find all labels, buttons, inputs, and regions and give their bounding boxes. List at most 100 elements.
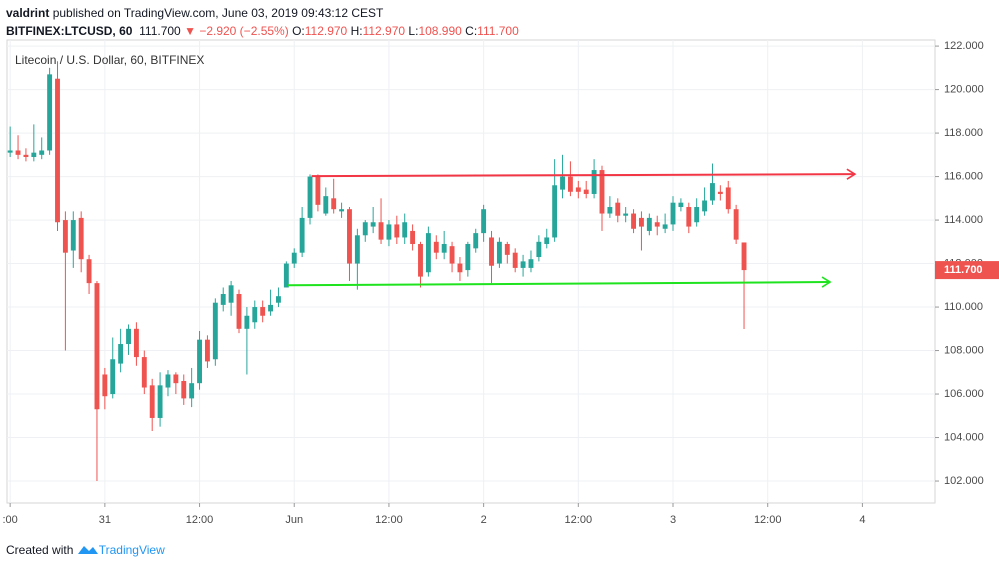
arrow: ▼ <box>184 24 196 38</box>
ohlc-key: L: <box>408 24 419 38</box>
candle-body <box>23 154 29 158</box>
candle-body <box>654 222 660 227</box>
x-tick-label: 12:00 <box>186 514 214 526</box>
ohlc-value: 108.990 <box>418 24 462 38</box>
candle-body <box>433 241 439 253</box>
x-tick-label: 12:00 <box>565 514 593 526</box>
author: valdrint <box>6 6 50 20</box>
candle-body <box>173 374 179 384</box>
candle-body <box>110 359 116 395</box>
candle-body <box>362 222 368 236</box>
candle-body <box>512 252 518 268</box>
y-tick-label: 114.000 <box>944 214 983 226</box>
candle-body <box>418 243 423 277</box>
candle-body <box>639 217 644 227</box>
symbol: BITFINEX:LTCUSD, 60 <box>6 24 133 38</box>
candle-body <box>425 233 431 273</box>
candle-body <box>528 259 534 268</box>
ohlc-key: H: <box>350 24 363 38</box>
brand: TradingView <box>98 543 165 557</box>
x-tick-label: 2 <box>481 514 487 526</box>
candle-body <box>236 294 242 329</box>
ohlc-value: 112.970 <box>362 24 406 38</box>
y-tick-label: 110.000 <box>944 301 983 313</box>
ohlc-key: O: <box>292 24 305 38</box>
candle-body <box>599 170 605 214</box>
candle-body <box>157 385 163 418</box>
y-tick-label: 108.000 <box>944 344 984 356</box>
candle-body <box>583 189 589 194</box>
candle-body <box>733 209 739 240</box>
logo <box>77 546 98 554</box>
candle-body <box>62 220 68 253</box>
candle-body <box>165 374 171 388</box>
candle-body <box>331 198 337 210</box>
candle-body <box>189 383 195 399</box>
created: Created with <box>6 543 74 557</box>
candle-body <box>544 237 550 244</box>
candle-body <box>15 150 21 155</box>
x-tick-label: Jun <box>285 514 303 526</box>
candle-body <box>520 261 526 268</box>
candle-body <box>354 235 360 264</box>
x-tick-label: 4 <box>859 514 865 526</box>
candle-body <box>126 328 131 345</box>
candle-body <box>394 224 400 238</box>
candle-body <box>686 207 692 227</box>
candle-body <box>212 302 218 360</box>
candle-body <box>678 202 684 208</box>
change: −2.920 (−2.55%) <box>199 24 289 38</box>
candle-body <box>276 296 281 303</box>
candle-body <box>725 187 731 210</box>
candle-body <box>560 176 565 190</box>
candle-body <box>323 196 329 214</box>
candle-body <box>465 243 471 271</box>
candle-body <box>31 152 37 158</box>
y-tick-label: 118.000 <box>944 127 983 139</box>
candle-body <box>481 209 487 234</box>
candle-body <box>118 344 124 364</box>
candle-body <box>307 176 313 218</box>
candle-body <box>55 78 60 223</box>
candle-body <box>623 213 629 216</box>
candle-body <box>702 200 708 212</box>
candle-body <box>39 150 45 155</box>
candle-body <box>504 243 510 255</box>
y-tick-label: 122.000 <box>944 40 984 52</box>
last-price-label: 111.700 <box>944 264 983 276</box>
candle-body <box>552 185 558 238</box>
candle-body <box>567 176 573 192</box>
candle-body <box>7 150 13 153</box>
candle-body <box>694 207 700 223</box>
header-line: valdrint published on TradingView.com, J… <box>6 4 519 22</box>
chart-title: Litecoin / U.S. Dollar, 60, BITFINEX <box>15 53 204 67</box>
candle-body <box>347 209 352 264</box>
candle-body <box>591 170 597 194</box>
candle-body <box>197 339 202 384</box>
trend-line <box>287 276 832 288</box>
candle-body <box>457 263 463 273</box>
candle-body <box>47 74 53 151</box>
candle-body <box>575 187 581 192</box>
candle-body <box>646 217 652 231</box>
candle-body <box>283 263 289 288</box>
published: published on TradingView.com, June 03, 2… <box>52 6 384 20</box>
y-tick-label: 120.000 <box>944 83 984 95</box>
candle-body <box>244 315 250 329</box>
candle-body <box>370 222 376 227</box>
candle-body <box>260 307 266 316</box>
candle-body <box>607 207 613 214</box>
x-tick-label: 12:00 <box>375 514 403 526</box>
ohlc: O:112.970 H:112.970 L:108.990 C:111.700 <box>292 24 519 38</box>
x-tick-label: 31 <box>99 514 111 526</box>
candle-body <box>102 374 108 397</box>
candle-body <box>670 202 676 225</box>
candle-body <box>402 222 408 238</box>
candle-body <box>441 243 447 253</box>
candle-body <box>133 328 139 358</box>
candle-body <box>94 283 100 410</box>
header: valdrint published on TradingView.com, J… <box>6 4 519 40</box>
candle-body <box>291 252 297 264</box>
plot-frame <box>6 39 936 504</box>
